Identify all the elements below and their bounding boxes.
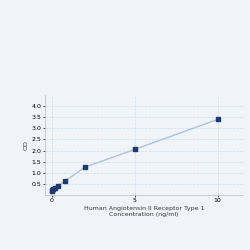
Point [51, 188, 55, 192]
Y-axis label: OD: OD [24, 140, 29, 150]
X-axis label: Human Angiotensin II Receptor Type 1
Concentration (ng/ml): Human Angiotensin II Receptor Type 1 Con… [84, 206, 204, 217]
Point [63, 179, 67, 183]
Point [132, 148, 136, 152]
Point [83, 165, 87, 169]
Point [56, 184, 60, 188]
Point [50, 188, 54, 192]
Point [216, 118, 220, 122]
Point [50, 188, 54, 192]
Point [53, 186, 57, 190]
